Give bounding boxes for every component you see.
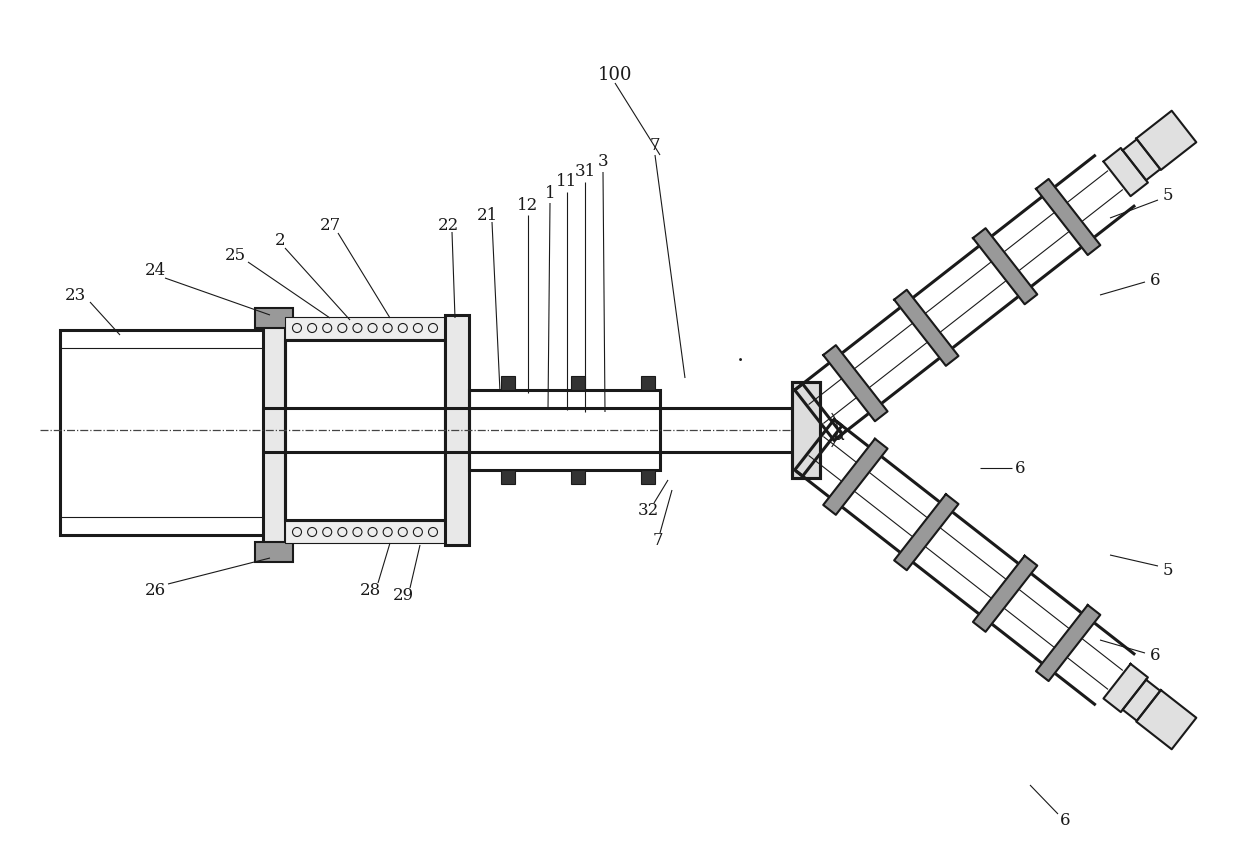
Text: 32: 32 <box>637 502 658 518</box>
Text: 3: 3 <box>598 154 609 170</box>
Text: 7: 7 <box>652 532 663 549</box>
Text: 1: 1 <box>544 185 556 202</box>
Bar <box>641 470 655 484</box>
Polygon shape <box>1035 605 1100 681</box>
Polygon shape <box>823 345 888 422</box>
Bar <box>570 376 585 390</box>
Polygon shape <box>1136 111 1197 170</box>
Text: 6: 6 <box>1149 272 1161 288</box>
Polygon shape <box>973 556 1038 632</box>
Bar <box>255 542 293 562</box>
Text: .: . <box>737 344 744 366</box>
Text: 2: 2 <box>275 232 285 249</box>
Polygon shape <box>823 439 888 515</box>
Bar <box>570 470 585 484</box>
Bar <box>60 330 265 535</box>
Bar <box>501 376 515 390</box>
Text: 26: 26 <box>144 581 166 598</box>
Text: 23: 23 <box>64 286 86 304</box>
Text: 6: 6 <box>1014 459 1025 476</box>
Text: 6: 6 <box>1060 811 1070 828</box>
Bar <box>445 315 469 545</box>
Text: 28: 28 <box>360 581 381 598</box>
Polygon shape <box>894 290 959 366</box>
Text: 22: 22 <box>438 216 459 233</box>
Text: 100: 100 <box>598 66 632 84</box>
Text: 5: 5 <box>1163 186 1173 203</box>
Text: 31: 31 <box>574 163 595 180</box>
Polygon shape <box>1104 663 1148 712</box>
Text: 6: 6 <box>1149 646 1161 663</box>
Text: 21: 21 <box>476 207 497 223</box>
Bar <box>263 310 285 560</box>
Text: 25: 25 <box>224 246 246 263</box>
Polygon shape <box>1136 690 1197 749</box>
Polygon shape <box>973 228 1038 304</box>
Bar <box>469 390 660 470</box>
Text: 7: 7 <box>650 137 661 154</box>
Bar <box>792 382 820 478</box>
Bar <box>501 470 515 484</box>
Polygon shape <box>1104 148 1148 196</box>
Bar <box>641 376 655 390</box>
Bar <box>792 382 820 478</box>
Text: 24: 24 <box>144 262 166 279</box>
Polygon shape <box>1122 680 1161 721</box>
Polygon shape <box>1122 139 1161 180</box>
Text: 27: 27 <box>320 216 341 233</box>
Text: 29: 29 <box>392 587 414 604</box>
Polygon shape <box>1035 179 1100 255</box>
Text: 11: 11 <box>557 174 578 191</box>
Text: 12: 12 <box>517 197 538 214</box>
Bar <box>285 317 445 339</box>
Text: $\alpha$: $\alpha$ <box>833 426 847 444</box>
Bar <box>285 521 445 543</box>
Text: 5: 5 <box>1163 562 1173 579</box>
Polygon shape <box>894 494 959 570</box>
Bar <box>285 340 445 520</box>
Bar <box>255 308 293 328</box>
